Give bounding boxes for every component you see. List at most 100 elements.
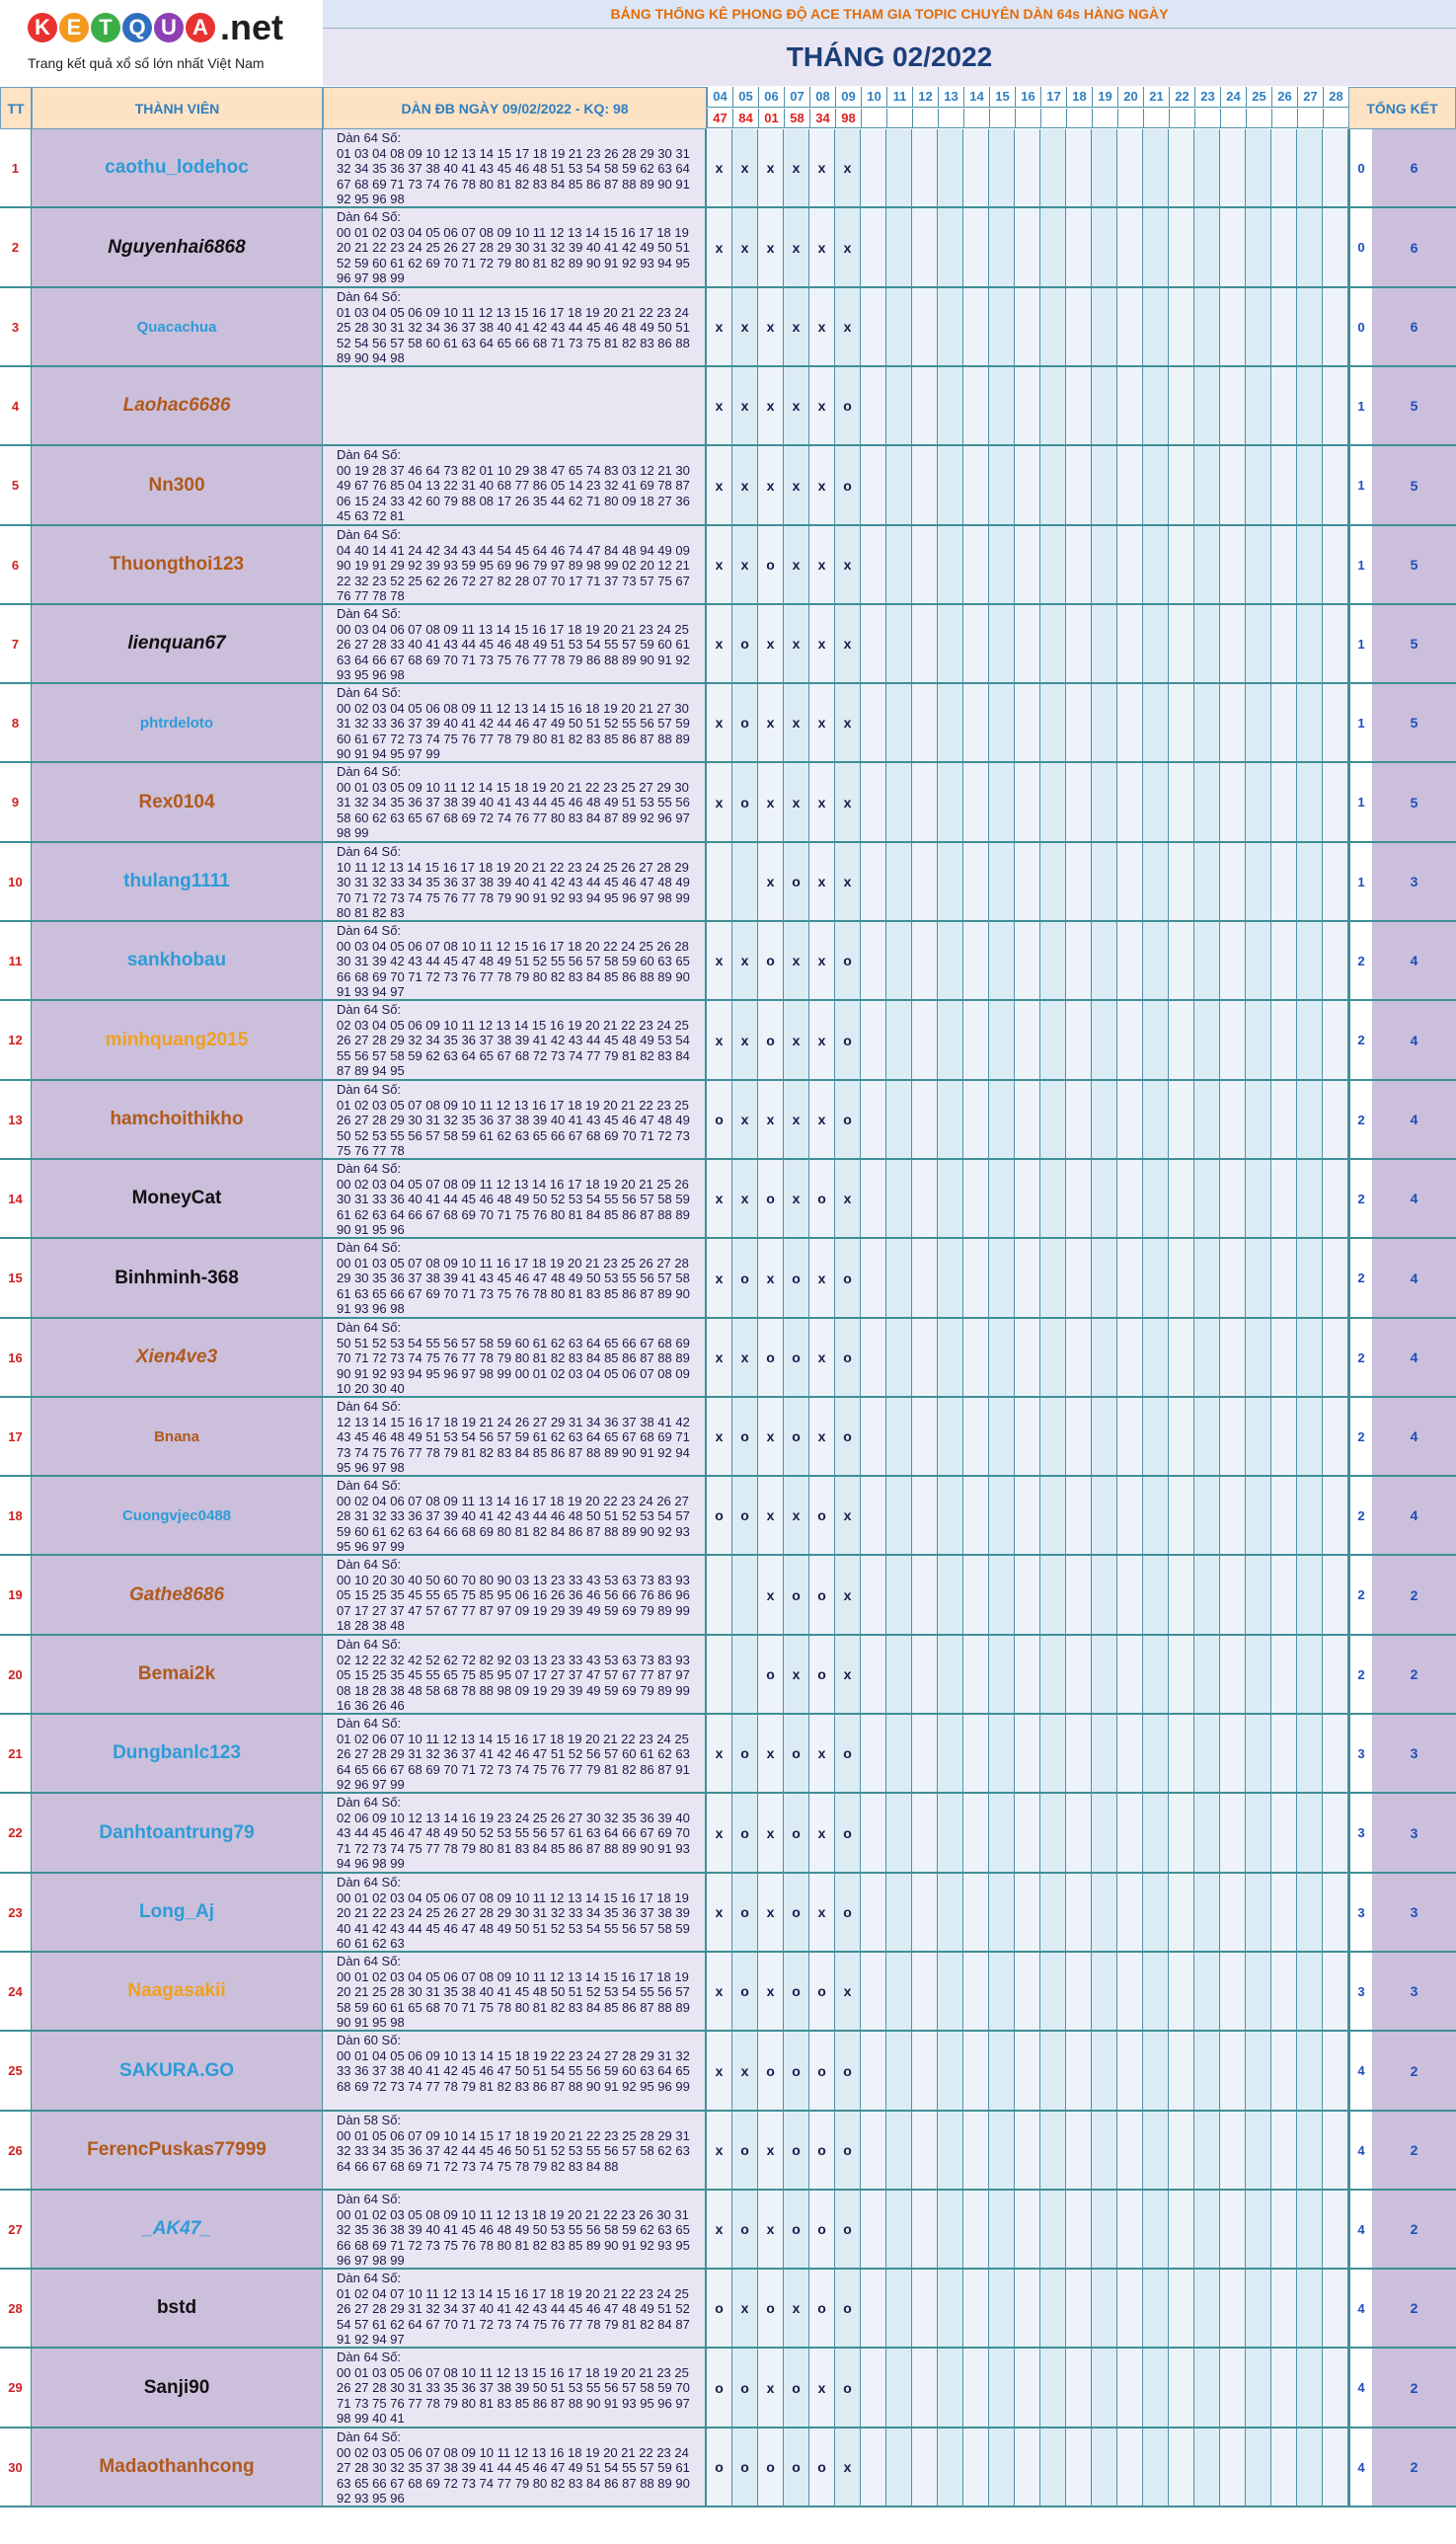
day-mark <box>861 526 886 605</box>
day-mark: o <box>809 2112 835 2191</box>
day-mark <box>1323 1477 1348 1556</box>
day-mark <box>1066 1001 1092 1081</box>
day-mark <box>1040 526 1066 605</box>
member-name[interactable]: Binhminh-368 <box>32 1239 323 1319</box>
day-mark <box>886 129 912 208</box>
day-mark <box>1117 2428 1143 2507</box>
member-name[interactable]: MoneyCat <box>32 1160 323 1239</box>
day-mark <box>1271 1636 1297 1715</box>
dan-numbers: Dàn 64 Số: 00 02 03 04 05 07 08 09 11 12 … <box>323 1160 707 1239</box>
day-mark <box>861 1953 886 2032</box>
day-mark <box>886 2428 912 2507</box>
member-name[interactable]: Nguyenhai6868 <box>32 208 323 288</box>
hit-total: 5 <box>1372 526 1456 605</box>
day-mark <box>912 2349 938 2428</box>
miss-count: 2 <box>1348 1239 1372 1319</box>
day-result <box>1092 109 1117 128</box>
member-name[interactable]: Rex0104 <box>32 763 323 843</box>
day-mark <box>1297 367 1323 446</box>
dan-numbers: Dàn 64 Số: 01 02 04 07 10 11 12 13 14 15 … <box>323 2270 707 2349</box>
dan-numbers: Dàn 64 Số: 00 02 03 05 06 07 08 09 10 11 … <box>323 2428 707 2507</box>
day-mark <box>886 2032 912 2112</box>
member-name[interactable]: Danhtoantrung79 <box>32 1794 323 1874</box>
day-mark <box>963 2428 989 2507</box>
row-number: 18 <box>0 1477 32 1556</box>
day-mark <box>1066 1636 1092 1715</box>
day-mark <box>1246 208 1271 288</box>
day-mark: x <box>835 1953 861 2032</box>
day-mark <box>1220 1953 1246 2032</box>
day-mark <box>912 129 938 208</box>
member-name[interactable]: Dungbanlc123 <box>32 1715 323 1794</box>
member-name[interactable]: FerencPuskas77999 <box>32 2112 323 2191</box>
member-name[interactable]: caothu_lodehoc <box>32 129 323 208</box>
day-mark <box>1066 526 1092 605</box>
day-mark <box>1092 2112 1117 2191</box>
member-name[interactable]: Madaothanhcong <box>32 2428 323 2507</box>
day-mark <box>989 1715 1015 1794</box>
logo-letter: A <box>186 13 215 42</box>
day-mark <box>1015 2349 1040 2428</box>
day-mark: x <box>707 605 732 684</box>
hit-total: 5 <box>1372 684 1456 763</box>
day-result <box>1220 109 1246 128</box>
day-mark <box>938 684 963 763</box>
day-mark: o <box>835 2349 861 2428</box>
member-name[interactable]: Laohac6686 <box>32 367 323 446</box>
member-name[interactable]: lienquan67 <box>32 605 323 684</box>
member-name[interactable]: SAKURA.GO <box>32 2032 323 2112</box>
dan-numbers: Dàn 64 Số: 00 01 03 05 07 08 09 10 11 16 … <box>323 1239 707 1319</box>
logo-letter: Q <box>122 13 152 42</box>
day-mark: x <box>809 1319 835 1398</box>
day-mark: x <box>835 605 861 684</box>
day-mark <box>1040 129 1066 208</box>
member-name[interactable]: phtrdeloto <box>32 684 323 763</box>
day-mark <box>938 605 963 684</box>
day-mark <box>963 1953 989 2032</box>
day-mark <box>886 1239 912 1319</box>
day-mark <box>1040 2112 1066 2191</box>
day-mark: x <box>809 605 835 684</box>
day-mark: x <box>784 2270 809 2349</box>
member-name[interactable]: Gathe8686 <box>32 1556 323 1636</box>
day-mark: x <box>707 1398 732 1477</box>
member-name[interactable]: Quacachua <box>32 288 323 367</box>
member-name[interactable]: Sanji90 <box>32 2349 323 2428</box>
day-mark <box>861 1319 886 1398</box>
member-name[interactable]: Xien4ve3 <box>32 1319 323 1398</box>
day-mark: x <box>835 129 861 208</box>
member-name[interactable]: minhquang2015 <box>32 1001 323 1081</box>
day-mark <box>1066 1239 1092 1319</box>
day-mark <box>963 1477 989 1556</box>
day-mark <box>861 1160 886 1239</box>
member-name[interactable]: bstd <box>32 2270 323 2349</box>
day-mark: x <box>784 1477 809 1556</box>
member-name[interactable]: Long_Aj <box>32 1874 323 1953</box>
day-mark <box>1169 1001 1194 1081</box>
day-mark: o <box>784 2112 809 2191</box>
day-mark <box>1015 2428 1040 2507</box>
member-name[interactable]: hamchoithikho <box>32 1081 323 1160</box>
member-name[interactable]: Thuongthoi123 <box>32 526 323 605</box>
day-mark: x <box>732 1081 758 1160</box>
member-name[interactable]: _AK47_ <box>32 2191 323 2270</box>
member-name[interactable]: Bemai2k <box>32 1636 323 1715</box>
day-result: 34 <box>809 109 835 128</box>
member-name[interactable]: thulang1111 <box>32 843 323 922</box>
day-mark: x <box>809 763 835 843</box>
member-name[interactable]: Nn300 <box>32 446 323 526</box>
day-mark: o <box>784 1239 809 1319</box>
member-name[interactable]: Cuongvjec0488 <box>32 1477 323 1556</box>
member-name[interactable]: sankhobau <box>32 922 323 1001</box>
hit-total: 6 <box>1372 288 1456 367</box>
day-mark <box>1297 1477 1323 1556</box>
member-name[interactable]: Naagasakii <box>32 1953 323 2032</box>
day-mark <box>1246 763 1271 843</box>
member-name[interactable]: Bnana <box>32 1398 323 1477</box>
hit-total: 2 <box>1372 1636 1456 1715</box>
row-number: 30 <box>0 2428 32 2507</box>
day-mark <box>1271 288 1297 367</box>
ketqua-logo[interactable]: K E T Q U A .net Trang kết quả xổ số lớn… <box>0 0 323 86</box>
day-mark <box>1220 1556 1246 1636</box>
day-mark <box>989 526 1015 605</box>
